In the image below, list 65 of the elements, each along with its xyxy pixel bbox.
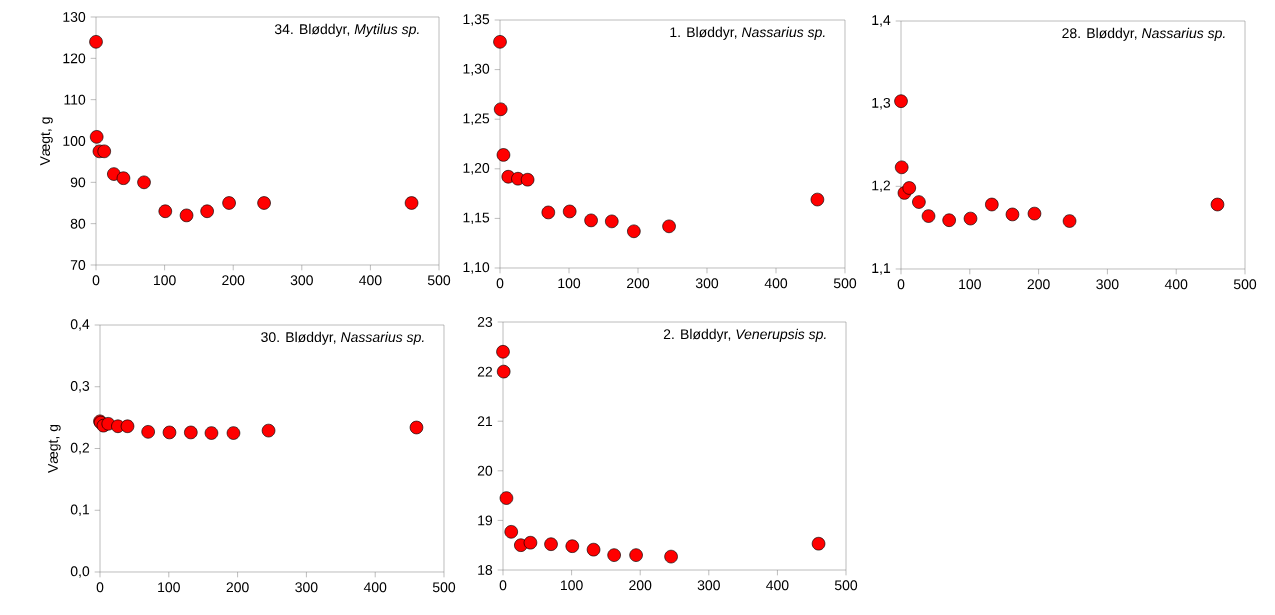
x-tick-label: 0 xyxy=(92,275,100,286)
y-axis-title: Vægt, g xyxy=(48,424,61,473)
x-tick-label: 400 xyxy=(1164,279,1188,290)
x-tick-label: 400 xyxy=(764,278,788,289)
x-tick-label: 100 xyxy=(153,275,176,286)
x-tick-label: 300 xyxy=(295,582,318,593)
y-tick-label: 0,4 xyxy=(70,319,90,331)
x-tick-label: 0 xyxy=(897,279,905,290)
y-tick-label: 1,10 xyxy=(463,262,490,274)
y-axis-title: Vægt, g xyxy=(40,117,53,166)
x-tick-label: 500 xyxy=(432,582,456,593)
y-tick-label: 20 xyxy=(477,465,493,476)
y-tick-label: 80 xyxy=(70,218,86,229)
y-tick-label: 1,35 xyxy=(463,14,490,26)
x-tick-label: 0 xyxy=(499,580,507,591)
chart-title: 34. Bløddyr, Mytilus sp. xyxy=(274,23,419,37)
y-tick-label: 23 xyxy=(477,317,493,327)
x-tick-label: 100 xyxy=(560,580,583,591)
x-tick-label: 500 xyxy=(1233,279,1257,290)
x-tick-label: 500 xyxy=(427,275,451,286)
chart-title: 1. Bløddyr, Nassarius sp. xyxy=(670,26,825,40)
chart-title: 28. Bløddyr, Nassarius sp. xyxy=(1062,27,1225,41)
x-tick-label: 400 xyxy=(359,275,382,286)
y-tick-label: 1,4 xyxy=(872,15,891,27)
y-tick-label: 22 xyxy=(477,366,493,377)
y-tick-label: 1,1 xyxy=(872,263,891,275)
y-tick-label: 0,1 xyxy=(70,504,90,517)
y-tick-label: 21 xyxy=(477,416,493,427)
x-tick-label: 200 xyxy=(629,580,652,591)
y-tick-label: 1,25 xyxy=(463,113,490,125)
y-tick-label: 1,15 xyxy=(463,212,490,225)
y-tick-label: 0,0 xyxy=(70,566,90,578)
y-tick-label: 1,3 xyxy=(872,97,891,110)
x-tick-label: 300 xyxy=(697,580,720,591)
x-tick-label: 200 xyxy=(627,278,650,289)
x-tick-label: 200 xyxy=(222,275,245,286)
x-tick-label: 100 xyxy=(158,582,180,593)
x-tick-label: 500 xyxy=(833,278,857,289)
y-tick-label: 1,30 xyxy=(463,63,490,76)
x-tick-label: 100 xyxy=(558,278,581,289)
y-tick-label: 1,2 xyxy=(872,180,891,193)
y-tick-label: 70 xyxy=(70,260,86,270)
chart-title: 2. Bløddyr, Venerupsis sp. xyxy=(663,328,826,342)
y-tick-label: 19 xyxy=(478,515,493,526)
y-tick-label: 0,3 xyxy=(70,380,90,393)
y-tick-label: 110 xyxy=(64,94,86,105)
x-tick-label: 0 xyxy=(96,582,104,593)
x-tick-label: 300 xyxy=(290,275,313,286)
x-tick-label: 300 xyxy=(1096,279,1119,290)
y-tick-label: 120 xyxy=(63,53,86,64)
x-tick-label: 500 xyxy=(834,580,858,591)
y-tick-label: 18 xyxy=(478,565,493,575)
y-tick-label: 1,20 xyxy=(463,163,490,175)
x-tick-label: 200 xyxy=(226,582,249,593)
x-tick-label: 300 xyxy=(695,278,719,289)
x-tick-label: 400 xyxy=(363,582,387,593)
x-tick-label: 100 xyxy=(959,279,981,290)
y-tick-label: 0,2 xyxy=(70,442,90,455)
chart-title: 30. Bløddyr, Nassarius sp. xyxy=(261,331,424,345)
y-tick-label: 90 xyxy=(70,177,86,188)
y-tick-label: 130 xyxy=(63,12,86,22)
y-tick-label: 100 xyxy=(63,136,86,146)
x-tick-label: 200 xyxy=(1027,279,1050,290)
x-tick-label: 0 xyxy=(496,278,504,289)
x-tick-label: 400 xyxy=(766,580,789,591)
